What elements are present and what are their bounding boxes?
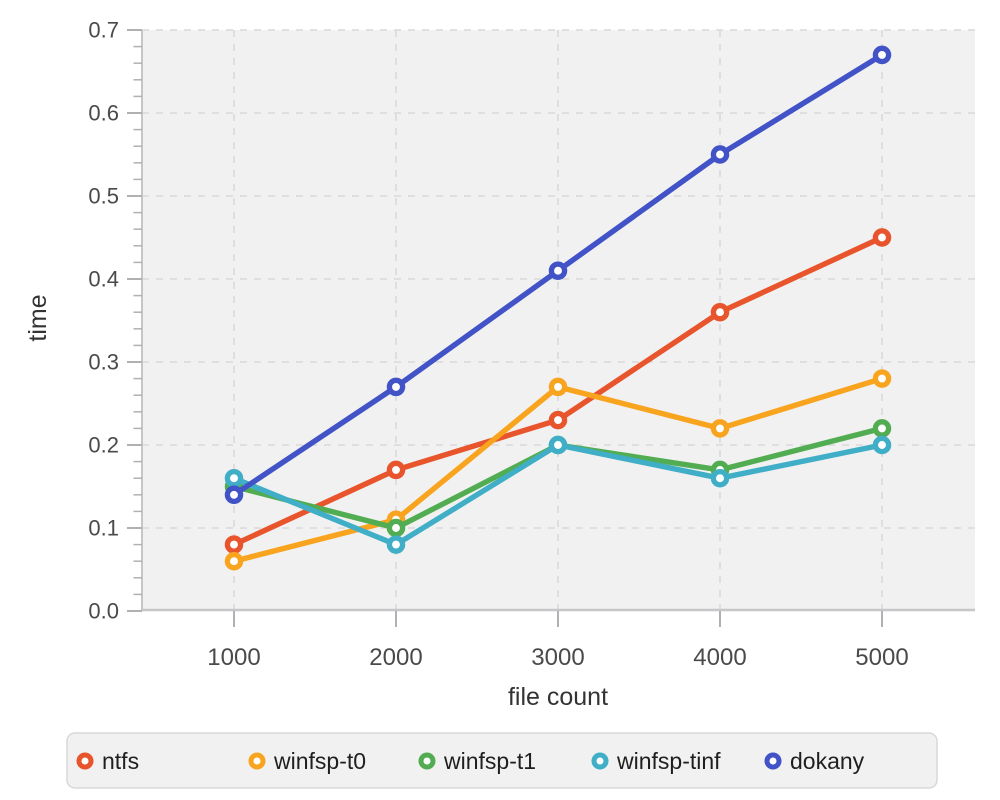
tick-labels: 0.0 0.1 0.2 0.3 0.4 0.5 0.6 0.7 1000 2000 3000 4000… (88, 18, 908, 672)
data-point-dokany-3000[interactable] (548, 261, 568, 280)
legend-marker-winfsp-t1-icon (418, 752, 436, 770)
data-point-winfsp-t0-5000[interactable] (872, 369, 892, 388)
legend-marker-winfsp-t0-icon (248, 752, 266, 770)
legend-label-winfsp-t0: winfsp-t0 (273, 748, 366, 774)
legend-marker-dokany-icon (764, 752, 782, 770)
y-tick-label-0.4: 0.4 (88, 267, 119, 292)
series-winfsp-t0 (224, 369, 892, 571)
data-point-ntfs-2000[interactable] (386, 460, 406, 480)
x-tick-label-5000: 5000 (855, 644, 908, 671)
series-dokany (224, 45, 892, 505)
legend-marker-winfsp-tinf-icon (591, 752, 609, 770)
x-axis-title: file count (508, 683, 608, 711)
data-point-dokany-4000[interactable] (710, 145, 730, 164)
data-point-ntfs-4000[interactable] (710, 302, 730, 322)
data-point-winfsp-tinf-4000[interactable] (710, 468, 730, 488)
legend-box (66, 732, 938, 789)
data-point-winfsp-t0-3000[interactable] (548, 377, 568, 397)
y-tick-label-0.3: 0.3 (88, 350, 119, 375)
series-winfsp-tinf (224, 435, 892, 554)
data-point-ntfs-3000[interactable] (548, 410, 568, 430)
data-point-dokany-5000[interactable] (872, 45, 892, 65)
legend-label-dokany: dokany (790, 748, 865, 774)
data-point-winfsp-tinf-5000[interactable] (872, 435, 892, 455)
legend-item-winfsp-t1[interactable]: winfsp-t1 (418, 748, 536, 774)
data-point-winfsp-t0-1000[interactable] (224, 551, 244, 571)
x-tick-label-3000: 3000 (531, 644, 584, 671)
y-tick-label-0.2: 0.2 (88, 433, 119, 458)
legend-item-winfsp-tinf[interactable]: winfsp-tinf (591, 748, 721, 774)
legend-item-winfsp-t0[interactable]: winfsp-t0 (248, 748, 366, 774)
plot-background (142, 30, 975, 611)
y-tick-label-0.1: 0.1 (88, 516, 119, 541)
data-point-ntfs-5000[interactable] (872, 228, 892, 247)
tick-marks (127, 29, 883, 627)
y-tick-label-0.5: 0.5 (88, 184, 119, 209)
data-series (224, 45, 892, 571)
data-point-winfsp-tinf-3000[interactable] (548, 435, 568, 455)
data-point-winfsp-t1-5000[interactable] (872, 419, 892, 438)
legend-label-winfsp-t1: winfsp-t1 (443, 748, 536, 774)
data-point-dokany-1000[interactable] (224, 485, 244, 505)
data-point-winfsp-t1-2000[interactable] (386, 518, 406, 538)
x-tick-label-1000: 1000 (207, 644, 260, 671)
legend-item-dokany[interactable]: dokany (764, 748, 865, 774)
y-tick-label-0.6: 0.6 (88, 101, 119, 126)
legend: ntfs winfsp-t0 winfsp-t1 winfsp-tinf dokany (66, 732, 938, 789)
data-point-winfsp-t0-4000[interactable] (710, 419, 730, 438)
y-axis-title: time (24, 294, 52, 341)
data-point-winfsp-tinf-1000[interactable] (224, 468, 244, 488)
axis-lines (141, 30, 975, 612)
x-tick-label-2000: 2000 (369, 644, 422, 671)
legend-marker-ntfs-icon (76, 752, 94, 770)
x-tick-label-4000: 4000 (693, 644, 746, 671)
data-point-ntfs-1000[interactable] (224, 535, 244, 554)
legend-label-ntfs: ntfs (102, 748, 139, 774)
data-point-dokany-2000[interactable] (386, 377, 406, 397)
series-ntfs (224, 228, 892, 554)
legend-item-ntfs[interactable]: ntfs (76, 748, 139, 774)
legend-label-winfsp-tinf: winfsp-tinf (616, 748, 721, 774)
y-tick-label-0.7: 0.7 (88, 18, 119, 43)
data-point-winfsp-tinf-2000[interactable] (386, 535, 406, 554)
y-tick-label-0.0: 0.0 (88, 599, 119, 624)
